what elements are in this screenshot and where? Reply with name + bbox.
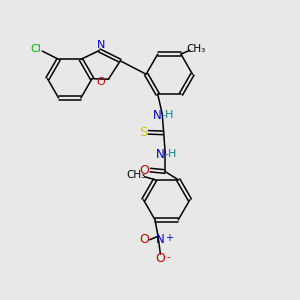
Text: O: O [155, 252, 165, 265]
Text: -: - [167, 252, 171, 262]
Text: -H: -H [165, 149, 177, 159]
Text: CH₃: CH₃ [186, 44, 206, 54]
Text: N: N [97, 40, 105, 50]
Text: N: N [152, 110, 161, 122]
Text: Cl: Cl [30, 44, 41, 54]
Text: -H: -H [162, 110, 174, 120]
Text: O: O [140, 164, 149, 177]
Text: +: + [165, 233, 173, 243]
Text: CH₃: CH₃ [127, 170, 146, 180]
Text: O: O [140, 233, 150, 246]
Text: N: N [155, 148, 164, 161]
Text: N: N [156, 233, 165, 246]
Text: S: S [139, 126, 147, 139]
Text: O: O [97, 77, 105, 87]
